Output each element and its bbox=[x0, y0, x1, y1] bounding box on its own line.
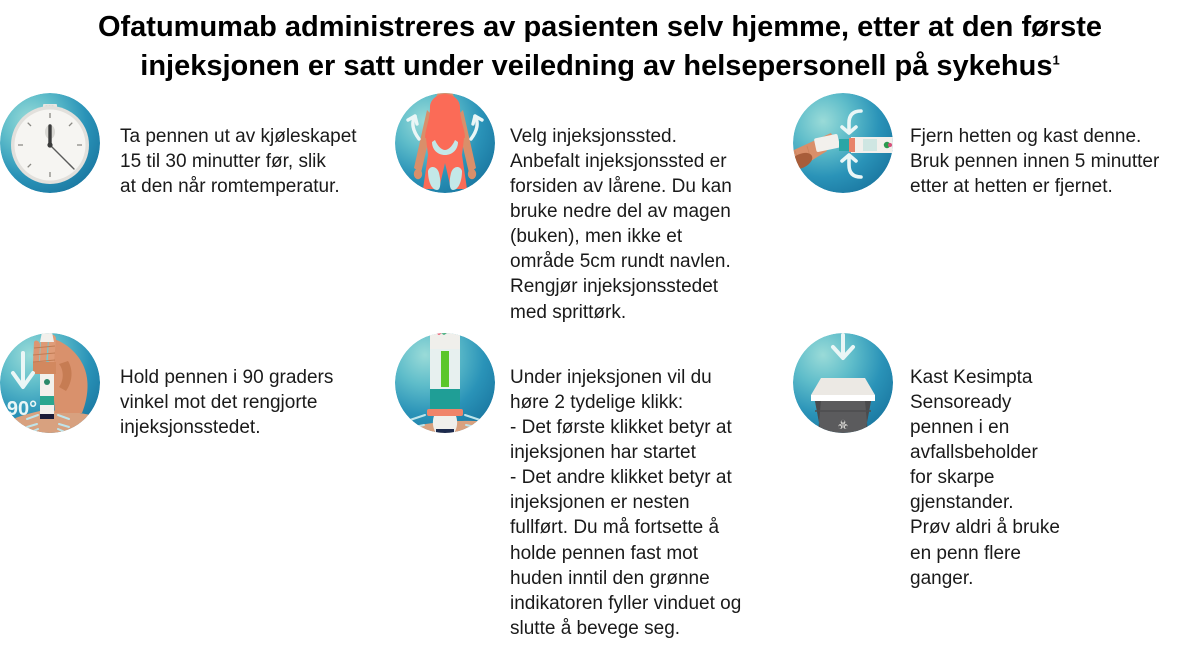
svg-text:90°: 90° bbox=[7, 398, 37, 420]
